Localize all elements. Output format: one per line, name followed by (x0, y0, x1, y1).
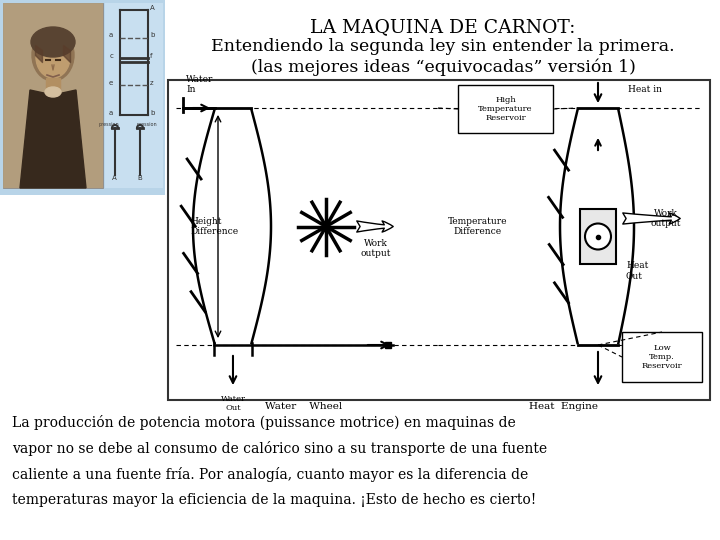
Text: Work
output: Work output (651, 208, 681, 228)
Bar (105, 3, 163, 188)
Text: Entendiendo la segunda ley sin entender la primera.: Entendiendo la segunda ley sin entender … (211, 38, 675, 55)
Text: a: a (109, 32, 113, 38)
Bar (3, 3, 103, 188)
Text: z: z (150, 80, 153, 86)
Text: Height
Difference: Height Difference (190, 217, 238, 236)
Text: Work
output: Work output (361, 239, 391, 258)
Ellipse shape (36, 36, 70, 78)
Text: caliente a una fuente fría. Por analogía, cuanto mayor es la diferencia de: caliente a una fuente fría. Por analogía… (12, 467, 528, 482)
Text: A: A (150, 5, 155, 11)
Text: Water
In: Water In (186, 75, 213, 94)
Text: pression: pression (137, 122, 157, 127)
Bar (622, 332, 702, 382)
Bar (580, 209, 616, 264)
Text: a: a (109, 110, 113, 116)
Bar (46, 78, 60, 93)
Text: Water
Out: Water Out (220, 395, 246, 412)
Ellipse shape (31, 27, 75, 57)
Text: Heat
Out: Heat Out (626, 261, 649, 281)
Text: c: c (109, 53, 113, 59)
Text: La producción de potencia motora (puissance motrice) en maquinas de: La producción de potencia motora (puissa… (12, 415, 516, 430)
Text: LA MAQUINA DE CARNOT:: LA MAQUINA DE CARNOT: (310, 18, 576, 36)
Text: Low
Temp.
Reservoir: Low Temp. Reservoir (642, 344, 683, 370)
Text: (las mejores ideas “equivocadas” versión 1): (las mejores ideas “equivocadas” versión… (251, 58, 636, 76)
Text: Heat in: Heat in (628, 85, 662, 94)
Text: pression: pression (99, 122, 120, 127)
Text: e: e (109, 80, 113, 86)
Text: b: b (150, 110, 154, 116)
Text: f: f (150, 53, 153, 59)
Circle shape (585, 224, 611, 249)
Bar (3, 3, 103, 188)
Text: vapor no se debe al consumo de calórico sino a su transporte de una fuente: vapor no se debe al consumo de calórico … (12, 441, 547, 456)
Polygon shape (20, 90, 86, 188)
Bar (3, 3, 103, 188)
Ellipse shape (45, 87, 61, 97)
Text: Temperature
Difference: Temperature Difference (449, 217, 508, 236)
Text: B: B (138, 175, 143, 181)
Text: b: b (150, 32, 154, 38)
Text: Heat  Engine: Heat Engine (529, 402, 598, 411)
Bar (0, 0, 165, 195)
Ellipse shape (32, 29, 74, 81)
Text: A: A (112, 175, 117, 181)
Bar (168, 80, 710, 400)
Bar (458, 85, 553, 133)
Text: Water    Wheel: Water Wheel (265, 402, 342, 411)
Text: High
Temperature
Reservoir: High Temperature Reservoir (478, 96, 533, 122)
Text: temperaturas mayor la eficiencia de la maquina. ¡Esto de hecho es cierto!: temperaturas mayor la eficiencia de la m… (12, 493, 536, 507)
